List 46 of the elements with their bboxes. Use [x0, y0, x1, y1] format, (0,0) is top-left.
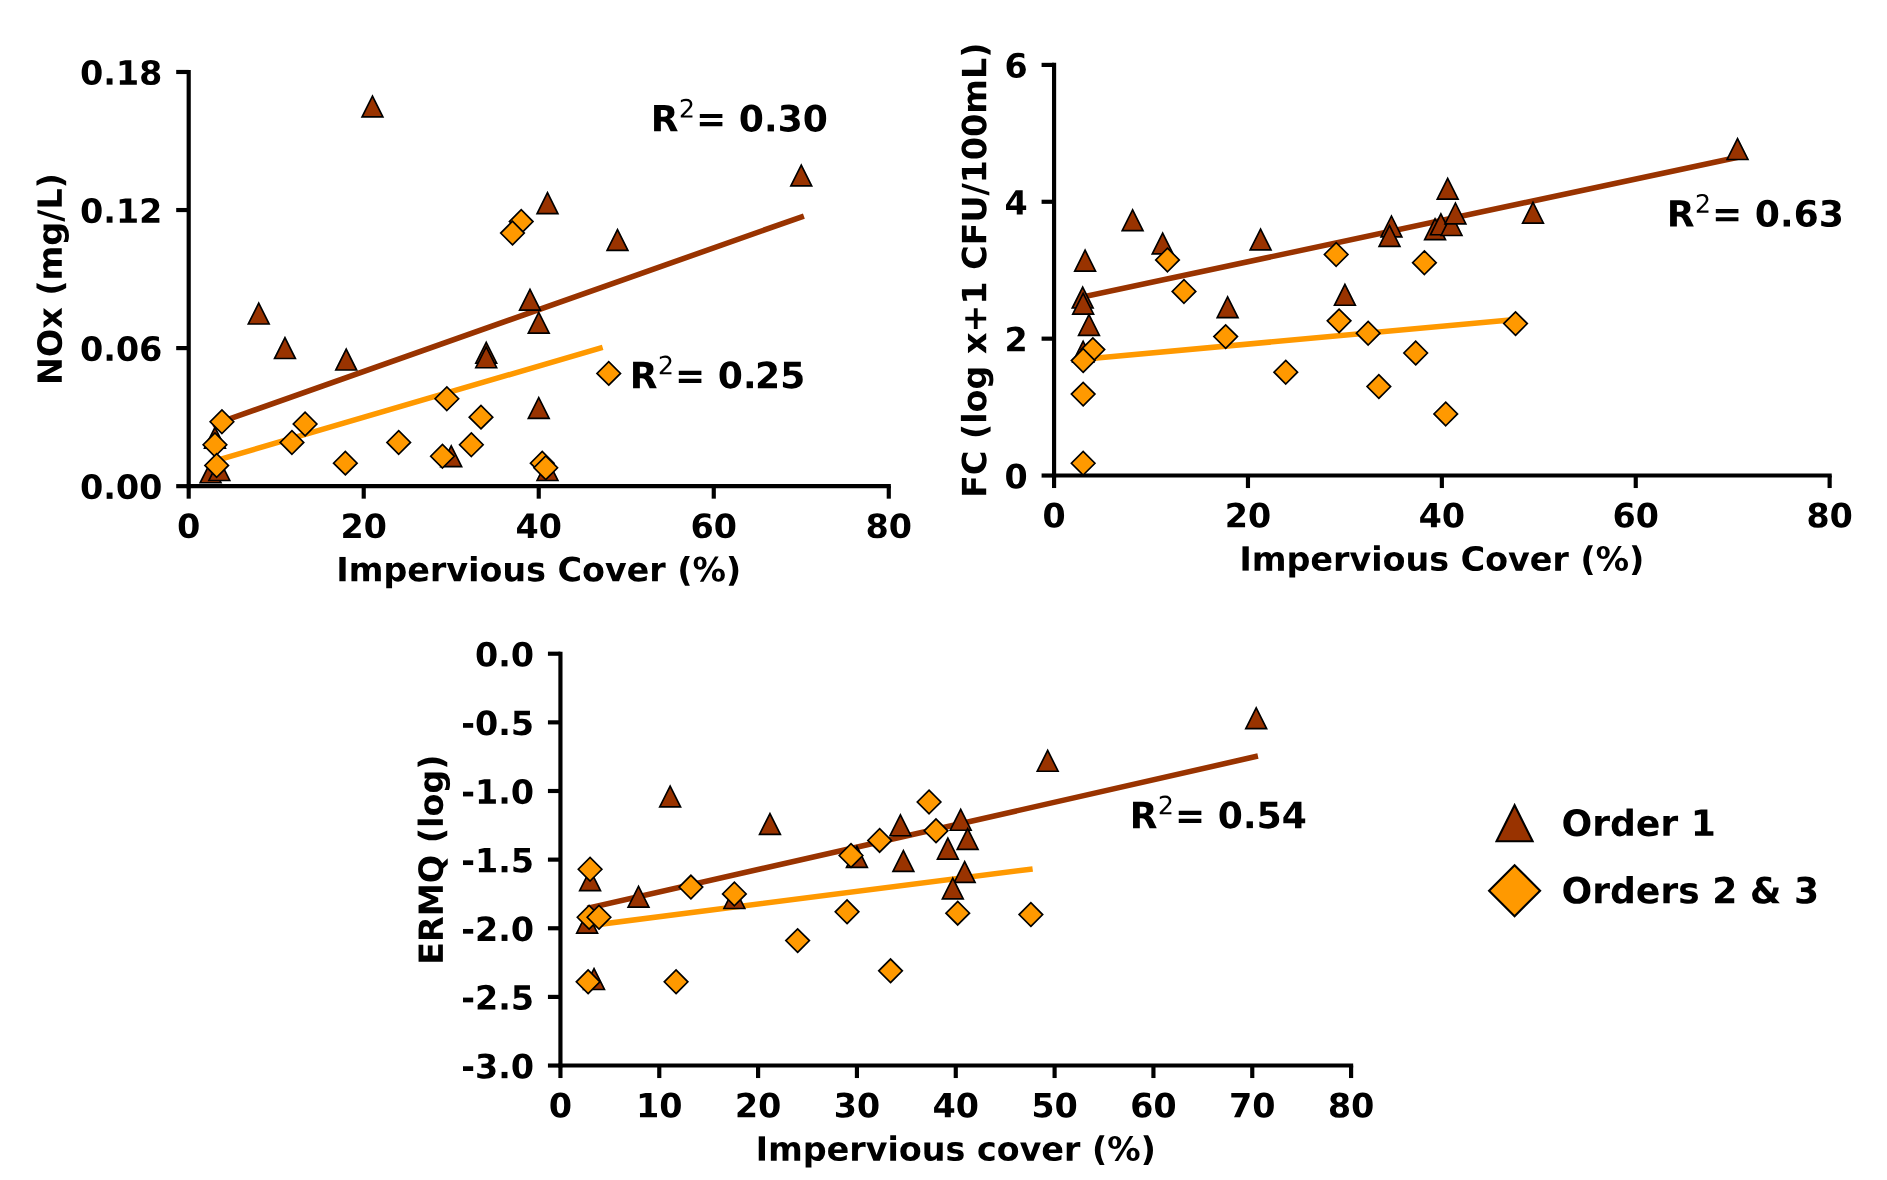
y-tick-label: 0.18 — [81, 59, 161, 86]
x-axis-title: Impervious cover (%) — [758, 1135, 1153, 1168]
y-axis-title: FC (log x+1 CFU/100mL) — [960, 45, 994, 495]
x-tick-label: 40 — [934, 1092, 978, 1118]
y-tick-label: -2.0 — [462, 916, 533, 942]
y-tick-label: 0 — [1006, 463, 1027, 489]
y-tick-label: -2.5 — [462, 984, 532, 1011]
x-tick-label: 80 — [1329, 1092, 1373, 1118]
y-tick-label: 4 — [1006, 190, 1027, 215]
y-tick-label: -0.5 — [462, 710, 532, 736]
x-tick-label: 80 — [1808, 502, 1852, 528]
x-tick-label: 20 — [1227, 502, 1270, 528]
x-tick-label: 60 — [1614, 502, 1658, 528]
x-tick-label: 10 — [639, 1092, 681, 1118]
y-tick-label: 0.0 — [476, 641, 533, 667]
x-tick-label: 40 — [1420, 502, 1464, 528]
y-tick-label: 2 — [1007, 326, 1025, 352]
y-axis-title: NOx (mg/L) — [36, 176, 69, 382]
annotation: R$^{2}$= 0.30 — [654, 98, 827, 132]
x-tick-label: 20 — [737, 1092, 780, 1118]
y-axis-title: ERMQ (log) — [417, 757, 451, 962]
x-tick-label: 80 — [867, 513, 911, 539]
x-tick-label: 60 — [1132, 1092, 1176, 1118]
y-tick-label: 0.12 — [81, 197, 160, 224]
legend-label: Order 1 — [1563, 808, 1714, 837]
y-tick-label: -3.0 — [462, 1053, 533, 1079]
annotation: R$^{2}$= 0.25 — [633, 355, 803, 389]
x-tick-label: 0 — [1044, 502, 1065, 528]
y-tick-label: 0.06 — [81, 336, 161, 362]
x-axis-title: Impervious Cover (%) — [339, 555, 739, 589]
y-tick-label: -1.5 — [462, 847, 532, 873]
x-tick-label: 60 — [692, 513, 736, 539]
x-tick-label: 40 — [517, 513, 561, 539]
legend-label: Orders 2 & 3 — [1563, 875, 1817, 904]
x-axis-title: Impervious Cover (%) — [1242, 545, 1642, 578]
annotation: R$^{2}$= 0.63 — [1670, 193, 1842, 228]
y-tick-label: 0.00 — [81, 474, 161, 500]
x-tick-label: 70 — [1231, 1092, 1274, 1118]
annotation: R$^{2}$= 0.54 — [1133, 795, 1306, 829]
y-tick-label: -1.0 — [462, 778, 533, 805]
x-tick-label: 50 — [1033, 1092, 1077, 1118]
x-tick-label: 30 — [835, 1092, 879, 1118]
y-tick-label: 6 — [1006, 52, 1026, 79]
x-tick-label: 0 — [178, 513, 199, 539]
x-tick-label: 0 — [550, 1092, 571, 1118]
x-tick-label: 20 — [343, 513, 386, 539]
